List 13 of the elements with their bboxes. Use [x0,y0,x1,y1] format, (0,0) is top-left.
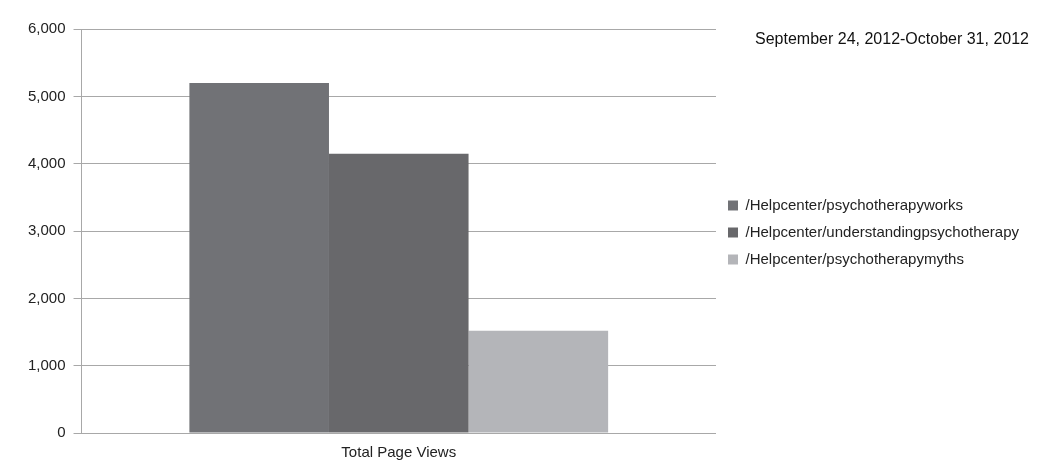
y-tick-label: 5,000 [27,86,66,104]
y-tick-label: 4,000 [27,153,66,171]
text: September 24, 2012-October 31, 2012 [755,30,1030,48]
legend-label: /Helpcenter/psychotherapyworks [745,195,964,213]
legend-label: /Helpcenter/psychotherapymyths [745,249,964,267]
x-tick-label: Total Page Views [341,443,457,461]
y-tick-label: 3,000 [27,221,66,239]
y-tick-label: 0 [57,423,66,441]
y-tick-label: 2,000 [27,288,66,306]
y-tick-label: 1,000 [27,355,66,373]
bar [468,330,609,433]
legend-label: /Helpcenter/understandingpsychotherapy [745,222,1020,240]
y-tick-label: 6,000 [27,19,66,37]
